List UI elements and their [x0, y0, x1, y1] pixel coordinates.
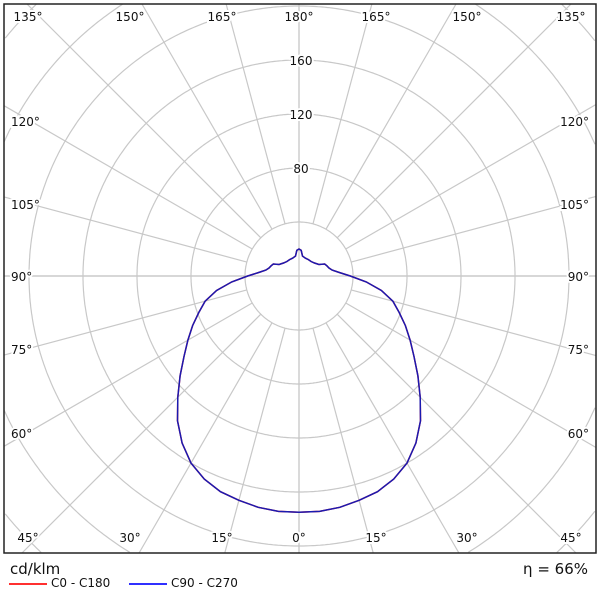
angle-label: 75°	[11, 343, 32, 357]
unit-label: cd/klm	[10, 560, 61, 578]
angle-label: 165°	[208, 10, 237, 24]
grid-spoke	[312, 3, 373, 224]
angle-label: 15°	[365, 531, 386, 545]
angle-label: 30°	[119, 531, 140, 545]
angle-label: 135°	[14, 10, 43, 24]
angle-label: 15°	[211, 531, 232, 545]
efficiency-label: η = 66%	[523, 560, 588, 578]
series-curve-1	[176, 248, 422, 514]
legend-swatch-c0	[9, 583, 47, 585]
grid-spoke	[336, 3, 572, 239]
grid-ring	[3, 3, 596, 553]
grid-spoke	[138, 322, 273, 554]
grid-spoke	[3, 196, 247, 263]
radial-tick-label: 80	[293, 162, 308, 176]
angle-label: 30°	[456, 531, 477, 545]
angle-label: 105°	[11, 198, 40, 212]
grid-spoke	[325, 3, 457, 230]
grid-spoke	[351, 289, 597, 357]
grid-spoke	[3, 105, 253, 250]
grid-spoke	[3, 302, 253, 447]
legend-label-c0: C0 - C180	[51, 576, 111, 590]
grid-spoke	[325, 322, 460, 554]
angle-label: 165°	[362, 10, 391, 24]
radial-tick-label: 160	[290, 54, 313, 68]
grid-spoke	[3, 289, 247, 356]
angle-label: 150°	[453, 10, 482, 24]
angle-label: 45°	[17, 531, 38, 545]
radial-tick-label: 120	[290, 108, 313, 122]
legend-swatch-c90	[129, 583, 167, 585]
angle-label: 90°	[568, 270, 589, 284]
angle-label: 75°	[568, 343, 589, 357]
grid-spoke	[21, 313, 262, 554]
angle-label: 60°	[568, 427, 589, 441]
angle-label: 120°	[11, 115, 40, 129]
angle-label: 90°	[11, 270, 32, 284]
angle-label: 0°	[292, 531, 306, 545]
angle-label: 45°	[560, 531, 581, 545]
angle-label: 60°	[11, 427, 32, 441]
angle-label: 180°	[285, 10, 314, 24]
grid-ring	[4, 3, 596, 553]
grid-spoke	[224, 328, 286, 554]
grid-spoke	[26, 3, 262, 239]
grid-spoke	[141, 3, 273, 230]
angle-label: 150°	[116, 10, 145, 24]
grid-spoke	[345, 104, 597, 250]
grid-spoke	[351, 195, 597, 263]
grid-spoke	[312, 328, 374, 554]
angle-label: 120°	[560, 115, 589, 129]
angle-label: 135°	[557, 10, 586, 24]
angle-label: 105°	[560, 198, 589, 212]
grid-spoke	[225, 3, 286, 224]
legend-label-c90: C90 - C270	[171, 576, 238, 590]
grid-spoke	[345, 302, 597, 448]
plot-frame	[3, 3, 597, 554]
grid-spoke	[336, 313, 577, 554]
